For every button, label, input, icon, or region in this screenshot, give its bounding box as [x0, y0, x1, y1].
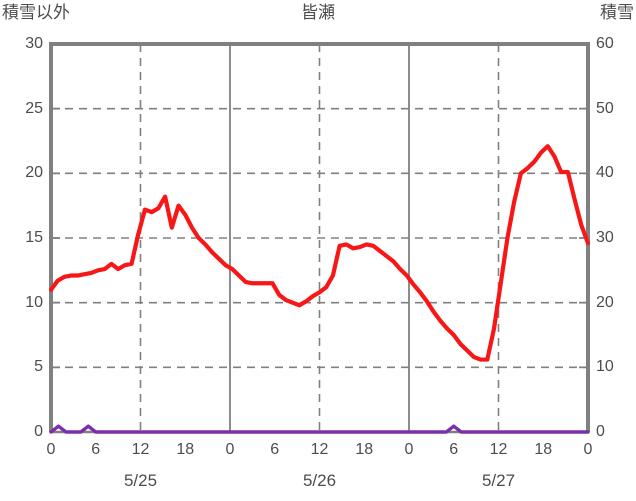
ytick-label-left: 30 [25, 35, 43, 52]
ytick-label-left: 0 [34, 423, 43, 440]
vertical-gridlines [139, 44, 500, 432]
xtick-label: 12 [310, 441, 329, 458]
ytick-label-right: 10 [596, 358, 614, 376]
ytick-label-right: 20 [596, 293, 614, 311]
ytick-label-right: 0 [596, 423, 605, 440]
date-label: 5/27 [481, 471, 516, 490]
series-line-non-snow [48, 144, 591, 362]
ytick-label-left: 10 [25, 293, 43, 311]
xtick-label: 18 [534, 441, 553, 458]
xtick-label: 0 [404, 441, 414, 458]
ytick-label-right: 40 [596, 164, 614, 182]
ytick-label-left: 20 [25, 164, 43, 182]
xtick-label: 0 [46, 441, 56, 458]
ytick-label-right: 50 [596, 99, 614, 117]
xtick-label: 6 [270, 441, 280, 458]
xtick-label: 0 [225, 441, 235, 458]
data-series-layer [48, 144, 591, 434]
xtick-label: 12 [131, 441, 150, 458]
ytick-label-left: 15 [25, 229, 43, 246]
xtick-label: 18 [176, 441, 195, 458]
ytick-label-right: 60 [596, 35, 614, 52]
left-axis-title: 積雪以外 [2, 3, 70, 22]
date-label: 5/25 [123, 471, 158, 490]
xtick-label: 12 [489, 441, 508, 458]
xtick-label: 6 [91, 441, 101, 458]
series-line-snow [49, 424, 590, 434]
page-title: 皆瀬 [301, 3, 335, 22]
date-label: 5/26 [302, 471, 337, 490]
day-divider-lines [229, 44, 410, 432]
right-axis-title: 積雪 [600, 3, 634, 22]
ytick-label-right: 30 [596, 229, 614, 246]
xtick-label: 0 [583, 441, 593, 458]
xtick-label: 6 [449, 441, 459, 458]
xtick-label: 18 [355, 441, 374, 458]
ytick-label-left: 25 [25, 99, 43, 117]
ytick-label-left: 5 [34, 358, 43, 376]
